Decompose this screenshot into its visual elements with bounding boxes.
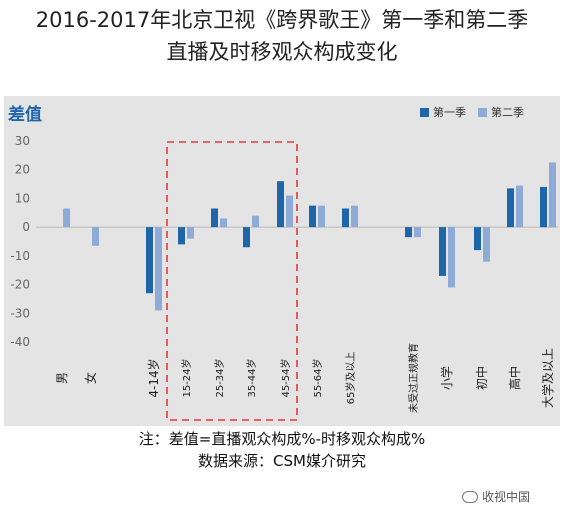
bar-series1: [178, 227, 185, 245]
x-tick-label: 45-54岁: [279, 358, 292, 397]
bar-series2: [155, 227, 162, 311]
bar-series1: [211, 208, 218, 228]
bar-series2: [92, 227, 99, 246]
bar-series2: [220, 218, 227, 228]
bar-series1: [309, 205, 316, 228]
bar-series2: [351, 205, 358, 228]
bar-series2: [187, 227, 194, 239]
x-tick-label: 35-44岁: [245, 358, 258, 397]
y-tick-label: 30: [15, 134, 30, 148]
highlight-box: [166, 141, 298, 421]
x-tick-label: 小学: [439, 366, 454, 390]
bar-series2: [448, 227, 455, 288]
watermark-text: 收视中国: [482, 490, 531, 504]
wechat-icon: [462, 490, 478, 503]
bar-series2: [252, 215, 259, 228]
watermark: 收视中国: [462, 488, 530, 505]
chart-panel: [4, 96, 560, 426]
x-tick-label: 15-24岁: [180, 358, 193, 397]
bar-series1: [405, 227, 412, 238]
y-tick-label: -20: [10, 278, 30, 292]
x-tick-label: 未受过正规教育: [407, 343, 420, 413]
chart-title-block: 2016-2017年北京卫视《跨界歌王》第一季和第二季 直播及时移观众构成变化: [0, 4, 564, 68]
x-tick-label: 女: [83, 372, 98, 384]
legend: 第一季 第二季: [420, 104, 524, 120]
x-tick-label: 65岁及以上: [344, 352, 357, 405]
legend-item-series1: 第一季: [420, 104, 466, 120]
x-tick-label: 大学及以上: [540, 348, 555, 408]
bar-series2: [318, 205, 325, 228]
bar-series1: [439, 227, 446, 276]
legend-swatch-series2: [478, 107, 487, 117]
bar-series2: [483, 227, 490, 262]
bar-series2: [63, 208, 70, 228]
bar-series1: [277, 181, 284, 228]
bar-series1: [342, 208, 349, 228]
title-line-1: 2016-2017年北京卫视《跨界歌王》第一季和第二季: [35, 8, 529, 32]
bar-series2: [549, 162, 556, 228]
bar-series1: [243, 227, 250, 248]
bar-series1: [474, 227, 481, 251]
y-tick-label: -30: [10, 306, 30, 320]
bar-series1: [507, 188, 514, 228]
bar-series2: [414, 227, 421, 238]
bar-series2: [286, 195, 293, 228]
x-tick-label: 4-14岁: [146, 358, 161, 397]
legend-label-series2: 第二季: [491, 106, 524, 119]
bar-series1: [146, 227, 153, 294]
x-tick-label: 男: [55, 372, 69, 384]
note-line-1: 注：差值=直播观众构成%-时移观众构成%: [138, 430, 426, 448]
y-tick-label: 0: [22, 220, 30, 234]
x-tick-label: 55-64岁: [311, 358, 324, 397]
y-tick-label: 20: [15, 163, 30, 177]
bar-series1: [540, 186, 547, 228]
legend-item-series2: 第二季: [478, 104, 524, 120]
y-tick-label: -40: [10, 335, 30, 349]
x-tick-label: 高中: [507, 366, 522, 390]
bar-series2: [516, 185, 523, 228]
x-tick-label: 25-34岁: [213, 358, 226, 397]
note-line-2: 数据来源：CSM媒介研究: [198, 452, 366, 470]
x-tick-label: 初中: [474, 366, 489, 390]
footnote: 注：差值=直播观众构成%-时移观众构成% 数据来源：CSM媒介研究: [0, 428, 564, 472]
y-tick-label: -10: [10, 249, 30, 263]
title-line-2: 直播及时移观众构成变化: [166, 40, 398, 64]
legend-label-series1: 第一季: [433, 106, 466, 119]
legend-swatch-series1: [420, 107, 429, 117]
y-tick-label: 10: [15, 191, 30, 205]
chart-subtitle: 差值: [8, 105, 42, 125]
